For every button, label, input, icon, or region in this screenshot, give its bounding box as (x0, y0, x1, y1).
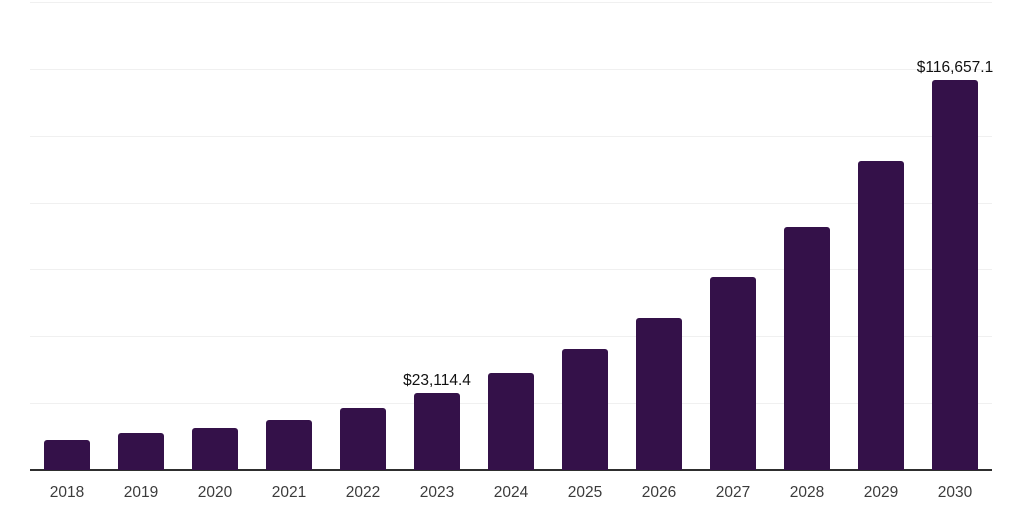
bar-2018 (44, 439, 90, 470)
bar-2023 (414, 392, 460, 470)
gridline (30, 68, 992, 70)
x-tick-label-2030: 2030 (937, 484, 973, 501)
x-tick-label-2022: 2022 (345, 484, 381, 501)
bar-2026 (636, 317, 682, 470)
bar-2025 (562, 348, 608, 470)
x-tick-label-2021: 2021 (271, 484, 307, 501)
x-tick-label-2020: 2020 (197, 484, 233, 501)
gridline (30, 336, 992, 338)
x-tick-label-2023: 2023 (419, 484, 455, 501)
x-tick-label-2024: 2024 (493, 484, 529, 501)
x-axis-line (30, 469, 992, 471)
gridline (30, 202, 992, 204)
value-label-2030: $116,657.1 (916, 59, 994, 77)
value-label-2023: $23,114.4 (403, 371, 471, 389)
bar-2024 (488, 373, 534, 470)
x-tick-label-2026: 2026 (641, 484, 677, 501)
bar-2020 (192, 427, 238, 470)
bar-2022 (340, 407, 386, 470)
bar-2028 (784, 226, 830, 470)
x-tick-label-2027: 2027 (715, 484, 751, 501)
gridline (30, 2, 992, 3)
x-tick-label-2028: 2028 (789, 484, 825, 501)
bar-2027 (710, 277, 756, 470)
x-tick-label-2025: 2025 (567, 484, 603, 501)
bar-2021 (266, 419, 312, 470)
bar-2029 (858, 161, 904, 470)
gridline (30, 269, 992, 271)
x-tick-label-2029: 2029 (863, 484, 899, 501)
x-tick-label-2019: 2019 (123, 484, 159, 501)
bar-2030 (932, 80, 978, 470)
gridline (30, 135, 992, 137)
bar-2019 (118, 432, 164, 470)
x-tick-label-2018: 2018 (49, 484, 85, 501)
